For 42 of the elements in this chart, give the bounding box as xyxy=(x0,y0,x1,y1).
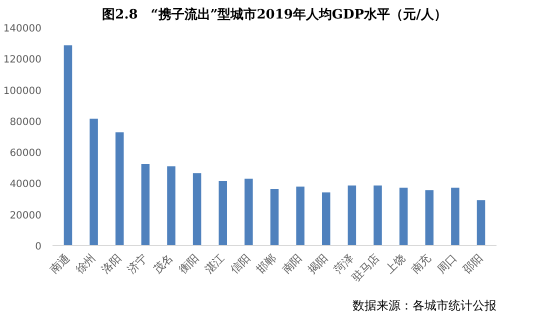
source-note: 数据来源：各城市统计公报 xyxy=(352,298,496,312)
x-tick-label: 揭阳 xyxy=(306,252,330,276)
bar xyxy=(115,132,124,246)
x-tick-label: 湛江 xyxy=(202,252,228,276)
x-tick-label: 徐州 xyxy=(73,252,98,276)
y-tick-label: 140000 xyxy=(3,24,42,34)
x-tick-label: 南通 xyxy=(47,252,72,276)
y-tick-label: 0 xyxy=(35,242,42,252)
y-tick-label: 20000 xyxy=(10,210,42,222)
x-tick-label: 济宁 xyxy=(124,252,150,276)
bar xyxy=(322,192,330,246)
x-tick-label: 南充 xyxy=(408,252,434,276)
bar xyxy=(270,188,279,246)
x-tick-label: 邵阳 xyxy=(461,252,486,276)
bar xyxy=(244,178,253,246)
y-tick-label: 60000 xyxy=(10,148,42,160)
y-tick-label: 40000 xyxy=(10,179,42,190)
bar xyxy=(476,200,486,246)
x-tick-label: 南阳 xyxy=(280,252,305,276)
bar xyxy=(64,45,72,246)
y-tick-label: 80000 xyxy=(10,116,42,128)
bar xyxy=(348,186,356,246)
bar xyxy=(141,164,150,246)
x-tick-label: 邯郸 xyxy=(254,252,279,276)
x-tick-label: 上饶 xyxy=(383,252,408,276)
y-tick-label: 100000 xyxy=(3,86,42,97)
x-tick-label: 衡阳 xyxy=(177,252,202,276)
bar xyxy=(296,186,304,246)
bar xyxy=(451,188,460,246)
bar xyxy=(374,186,382,246)
x-tick-label: 信阳 xyxy=(228,252,253,276)
bar xyxy=(192,173,202,246)
bar xyxy=(399,188,408,246)
chart-title: 图2.8 “携子流出”型城市2019年人均GDP水平（元/人） xyxy=(102,6,447,22)
bar xyxy=(218,181,227,246)
x-tick-label: 周口 xyxy=(435,252,460,276)
bar xyxy=(425,190,434,246)
x-tick-label: 洛阳 xyxy=(100,252,124,276)
bar xyxy=(90,118,98,246)
y-tick-label: 120000 xyxy=(3,54,42,66)
x-tick-label: 茂名 xyxy=(150,252,176,276)
bar xyxy=(167,166,176,246)
